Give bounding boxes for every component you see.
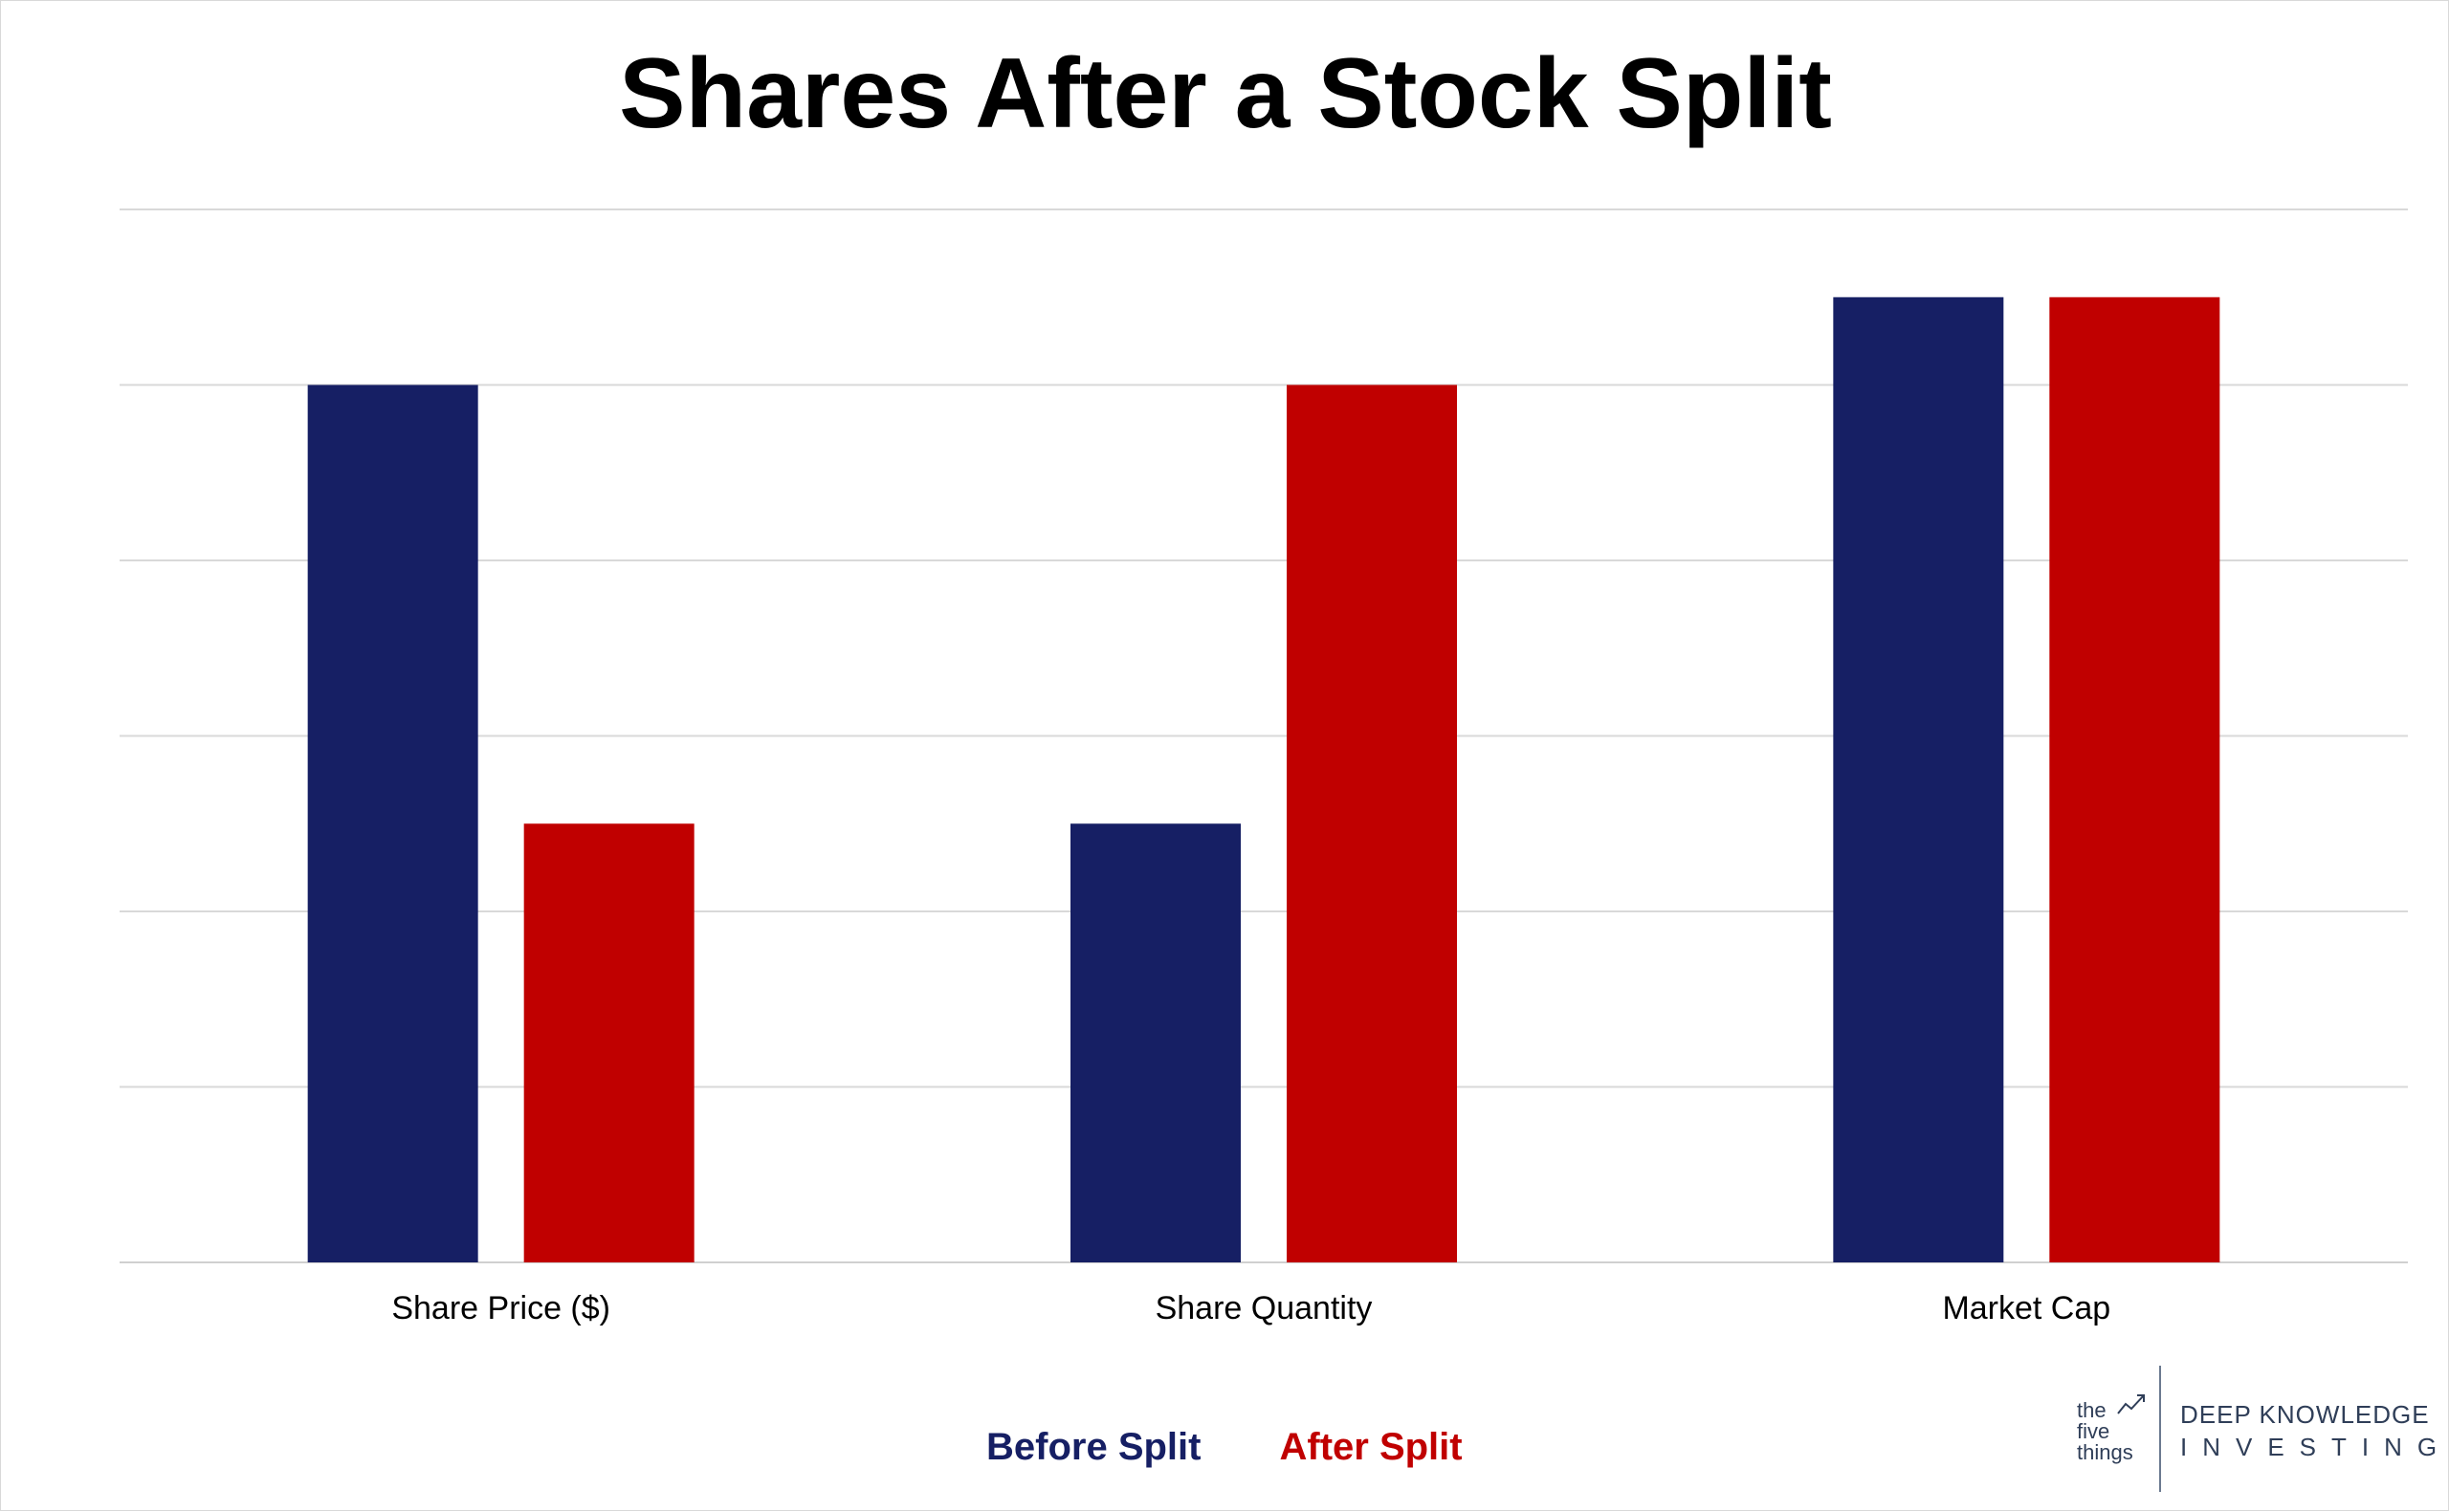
legend: Before Split After Split	[986, 1426, 1463, 1469]
legend-item-before-split: Before Split	[986, 1426, 1202, 1468]
brand-divider	[2159, 1366, 2161, 1492]
brand-small-word: five	[2077, 1419, 2110, 1443]
bar-share-price-before-split	[307, 384, 478, 1262]
bar-share-quantity-before-split	[1070, 823, 1241, 1262]
chart-title: Shares After a Stock Split	[619, 38, 1832, 149]
brand-small-word: things	[2077, 1440, 2133, 1464]
x-tick-label: Market Cap	[1942, 1290, 2110, 1326]
x-tick-label: Share Price ($)	[391, 1290, 610, 1326]
bar-share-price-after-split	[523, 823, 695, 1262]
bar-market-cap-after-split	[2049, 296, 2220, 1262]
x-axis-tick-labels: Share Price ($) Share Quantity Market Cap	[391, 1290, 2110, 1326]
brand-main-text: DEEP KNOWLEDGE	[2180, 1400, 2430, 1429]
bar-market-cap-before-split	[1833, 296, 2004, 1262]
trend-arrow-icon	[2117, 1394, 2145, 1414]
brand-small-word: the	[2077, 1398, 2107, 1422]
brand-sub-text: INVESTING	[2180, 1433, 2449, 1461]
brand-logo: the five things DEEP KNOWLEDGE INVESTING	[2077, 1364, 2437, 1493]
bars	[307, 296, 2220, 1262]
bar-share-quantity-after-split	[1287, 384, 1457, 1262]
legend-item-after-split: After Split	[1279, 1426, 1463, 1468]
x-tick-label: Share Quantity	[1156, 1290, 1373, 1326]
gridlines	[120, 208, 2408, 1263]
brand-five-things-text: the five things	[2077, 1400, 2133, 1463]
